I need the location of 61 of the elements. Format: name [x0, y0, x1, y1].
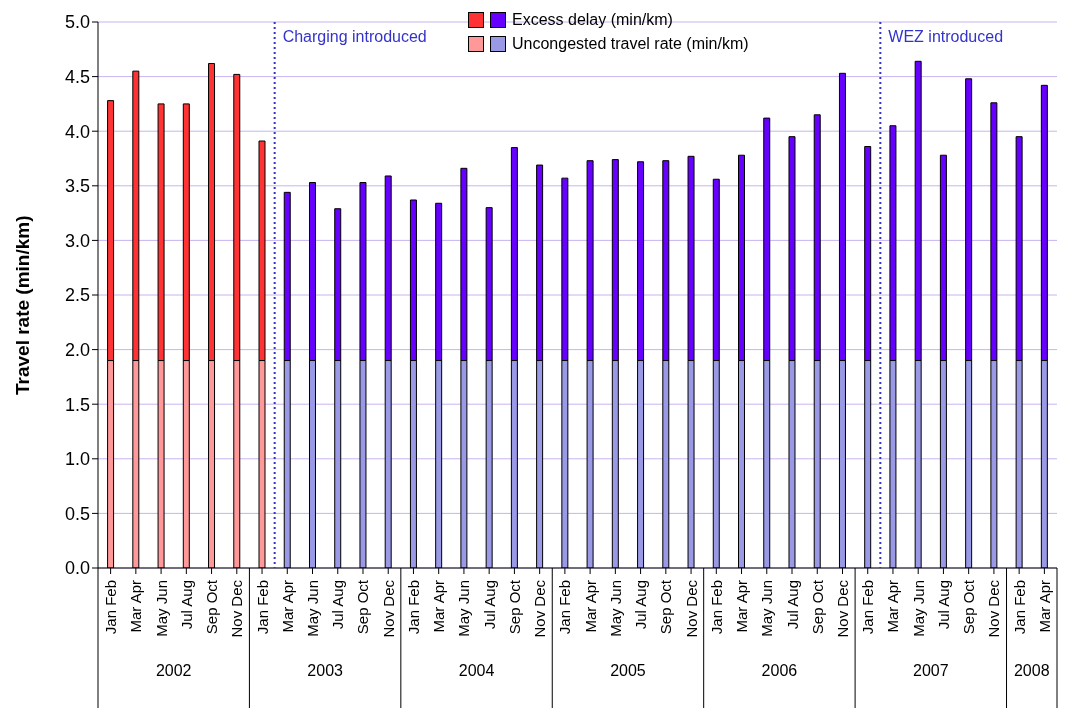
x-tick-label: Jul Aug — [632, 580, 650, 630]
x-tick-label: Nov Dec — [531, 579, 549, 638]
x-tick-label: Sep Oct — [657, 579, 675, 635]
x-tick-label: Mar Apr — [127, 580, 145, 633]
x-tick-label: Jan Feb — [556, 580, 574, 635]
x-tick-label: Sep Oct — [203, 579, 221, 635]
x-tick-label: Jul Aug — [329, 580, 347, 630]
x-tick-label: May Jun — [152, 580, 170, 637]
x-tick-label: May Jun — [758, 580, 776, 637]
x-tick-label: Mar Apr — [733, 580, 751, 633]
x-tick-label: Jul Aug — [480, 580, 498, 630]
x-tick-label: Jan Feb — [1010, 580, 1028, 635]
x-tick-label: Jul Aug — [934, 580, 952, 630]
y-tick-label: 2.0 — [64, 339, 90, 360]
x-tick-label: Mar Apr — [581, 580, 599, 633]
y-tick-label: 4.5 — [64, 66, 90, 87]
text: 2006 — [761, 662, 798, 679]
text: 2002 — [155, 662, 192, 679]
y-tick-label: 1.5 — [64, 394, 90, 415]
x-tick-label: Jul Aug — [177, 580, 195, 630]
text: 2003 — [307, 662, 344, 679]
x-tick-label: May Jun — [606, 580, 624, 637]
x-tick-label: Jan Feb — [102, 580, 120, 635]
y-tick-label: 0.0 — [64, 558, 90, 579]
x-tick-label: Mar Apr — [1035, 580, 1053, 633]
text: 2008 — [1013, 662, 1050, 679]
x-tick-label: Nov Dec — [228, 579, 246, 638]
text: 2004 — [458, 662, 495, 679]
x-tick-label: Jul Aug — [783, 580, 801, 630]
y-tick-label: 5.0 — [64, 12, 90, 33]
x-tick-label: Jan Feb — [707, 580, 725, 635]
x-tick-label: Jan Feb — [253, 580, 271, 635]
text: 2005 — [610, 662, 646, 679]
x-tick-label: Jan Feb — [859, 580, 877, 635]
y-tick-label: 0.5 — [64, 503, 90, 524]
x-tick-label: Sep Oct — [354, 579, 372, 635]
x-tick-label: May Jun — [455, 580, 473, 637]
x-tick-label: Jan Feb — [404, 580, 422, 635]
x-tick-label: May Jun — [909, 580, 927, 637]
y-tick-label: 3.0 — [64, 230, 90, 251]
y-tick-label: 1.0 — [64, 449, 90, 470]
x-tick-label: Sep Oct — [808, 579, 826, 635]
x-tick-label: Nov Dec — [833, 579, 851, 638]
y-axis-title: Travel rate (min/km) — [11, 215, 33, 395]
x-tick-label: Nov Dec — [985, 579, 1003, 638]
x-tick-label: May Jun — [304, 580, 322, 637]
x-tick-label: Mar Apr — [884, 580, 902, 633]
annotation: Charging introduced — [282, 28, 427, 45]
x-tick-label: Mar Apr — [278, 580, 296, 633]
legend-label: Excess delay (min/km) — [512, 10, 673, 30]
x-tick-label: Nov Dec — [379, 579, 397, 638]
x-tick-label: Sep Oct — [505, 579, 523, 635]
y-tick-label: 2.5 — [64, 285, 90, 306]
annotation: WEZ introduced — [888, 28, 1004, 45]
x-tick-label: Sep Oct — [960, 579, 978, 635]
y-tick-label: 3.5 — [64, 176, 90, 197]
x-tick-label: Mar Apr — [430, 580, 448, 633]
legend-label: Uncongested travel rate (min/km) — [512, 34, 749, 54]
text: 2007 — [913, 662, 949, 679]
y-tick-label: 4.0 — [64, 121, 90, 142]
x-tick-label: Nov Dec — [682, 579, 700, 638]
